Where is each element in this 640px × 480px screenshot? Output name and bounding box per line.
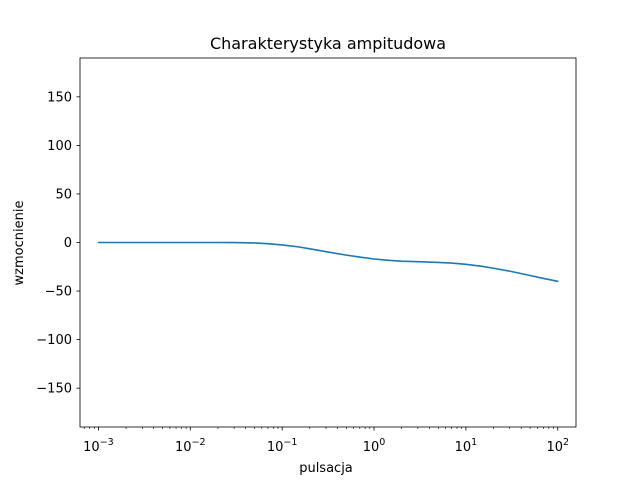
x-tick-label: 10−1 [267, 437, 298, 455]
x-tick-label: 10−3 [83, 437, 114, 455]
x-tick-label: 10−2 [175, 437, 206, 455]
y-tick-label: 150 [47, 90, 72, 105]
x-tick-label-exponent: 0 [379, 437, 385, 448]
x-tick-label-base: 10 [363, 440, 380, 455]
chart-title: Charakterystyka ampitudowa [210, 34, 446, 53]
x-tick-label: 101 [455, 437, 478, 455]
y-tick-label: 0 [64, 236, 72, 251]
x-tick-label-base: 10 [455, 440, 472, 455]
y-tick-label: 50 [55, 187, 72, 202]
x-tick-label-exponent: 1 [471, 437, 477, 448]
x-tick-label: 100 [363, 437, 386, 455]
x-axis-label: pulsacja [299, 461, 353, 476]
x-tick-label-base: 10 [267, 440, 284, 455]
series-line [97, 241, 559, 283]
x-tick-label-exponent: −2 [192, 437, 206, 448]
plot-frame [79, 57, 577, 428]
y-tick-label: −50 [45, 285, 72, 300]
y-axis-label: wzmocnienie [12, 201, 27, 286]
x-tick-label-exponent: 2 [563, 437, 569, 448]
y-tick-label: −150 [36, 382, 72, 397]
x-tick-label-exponent: −3 [100, 437, 114, 448]
x-tick-label-base: 10 [546, 440, 563, 455]
x-tick-label-base: 10 [83, 440, 100, 455]
y-tick-label: −100 [36, 333, 72, 348]
x-tick-label: 102 [546, 437, 569, 455]
x-tick-label-exponent: −1 [283, 437, 297, 448]
plot-area: 10−3 10−2 10−1 100 101 102150100500−50−100−15… [36, 90, 569, 455]
x-tick-label-base: 10 [175, 440, 192, 455]
y-tick-label: 100 [47, 139, 72, 154]
